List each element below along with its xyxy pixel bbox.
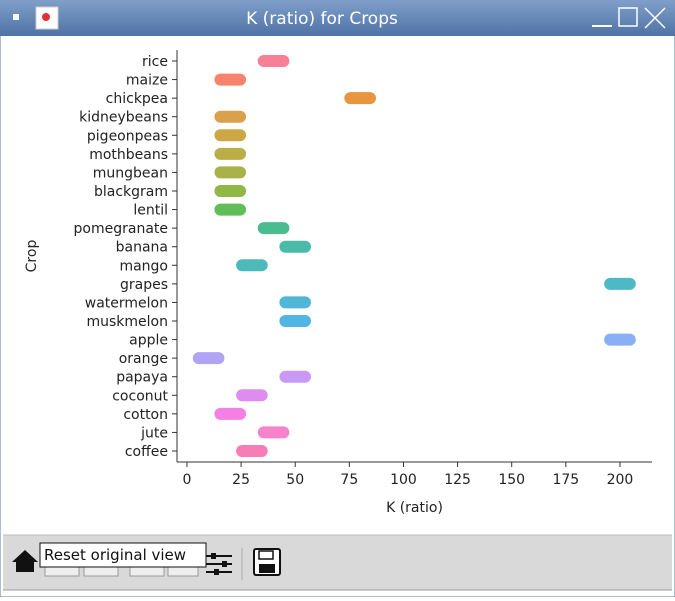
strip xyxy=(214,203,247,216)
strip xyxy=(214,166,247,179)
strip xyxy=(257,222,290,235)
tooltip-text: Reset original view xyxy=(44,546,186,564)
y-tick-label: pigeonpeas xyxy=(87,128,168,144)
strip xyxy=(214,110,247,123)
y-axis-label: Crop xyxy=(24,240,40,273)
x-tick-label: 125 xyxy=(444,472,471,488)
y-tick-label: cotton xyxy=(123,407,168,423)
x-tick-label: 100 xyxy=(390,472,417,488)
y-tick-label: jute xyxy=(140,425,168,441)
x-tick-label: 25 xyxy=(232,472,250,488)
y-tick-label: grapes xyxy=(120,277,168,293)
title-bar xyxy=(0,0,675,36)
strip xyxy=(257,55,290,67)
y-tick-label: kidneybeans xyxy=(79,110,168,126)
maximize-button[interactable] xyxy=(618,7,638,27)
strip xyxy=(279,315,312,327)
plot: 0 25 50 75 100 125 150 175 200 rice maize chickpea k… xyxy=(24,50,652,516)
strip xyxy=(214,407,247,420)
y-tick-label: mothbeans xyxy=(89,147,168,163)
y-tick-label: muskmelon xyxy=(87,314,169,330)
strip xyxy=(279,370,312,383)
y-tick-label: rice xyxy=(142,54,168,70)
y-tick-label: coffee xyxy=(125,444,168,460)
strip xyxy=(192,352,225,365)
strip xyxy=(344,92,376,105)
x-tick-label: 0 xyxy=(182,472,191,488)
y-tick-label: apple xyxy=(129,333,168,349)
x-tick-label: 200 xyxy=(607,472,634,488)
x-tick-label: 75 xyxy=(340,472,358,488)
y-tick-label: blackgram xyxy=(94,184,168,200)
y-tick-label: chickpea xyxy=(106,91,168,107)
home-button[interactable] xyxy=(12,550,38,572)
y-tick-label: mango xyxy=(119,258,168,274)
strip xyxy=(214,147,247,160)
y-tick-label: papaya xyxy=(116,370,168,386)
strip xyxy=(236,259,268,272)
x-tick-label: 50 xyxy=(286,472,304,488)
x-tick-label: 150 xyxy=(498,472,525,488)
strip xyxy=(257,426,290,439)
y-tick-label: orange xyxy=(119,351,168,367)
strip xyxy=(279,296,312,309)
menu-button[interactable] xyxy=(13,14,19,20)
window-title: K (ratio) for Crops xyxy=(246,9,398,29)
y-tick-label: pomegranate xyxy=(74,221,168,237)
x-tick-label: 175 xyxy=(552,472,579,488)
y-tick-label: banana xyxy=(116,240,168,256)
y-tick-label: lentil xyxy=(133,203,168,219)
strip xyxy=(236,389,268,402)
strip xyxy=(604,277,636,290)
strip xyxy=(214,129,247,142)
strip xyxy=(236,445,268,457)
y-tick-label: maize xyxy=(126,73,168,89)
configure-button[interactable] xyxy=(206,553,232,575)
save-button[interactable] xyxy=(253,548,281,576)
strip xyxy=(279,240,312,253)
strip xyxy=(214,73,247,86)
y-tick-label: coconut xyxy=(112,388,168,404)
tooltip xyxy=(39,542,207,568)
y-tick-label: watermelon xyxy=(85,295,168,311)
x-axis-label: K (ratio) xyxy=(386,500,443,516)
icon-dot xyxy=(42,13,50,21)
y-tick-label: mungbean xyxy=(93,165,168,181)
strip xyxy=(604,333,636,346)
strip xyxy=(214,185,247,197)
close-button[interactable] xyxy=(644,7,666,29)
